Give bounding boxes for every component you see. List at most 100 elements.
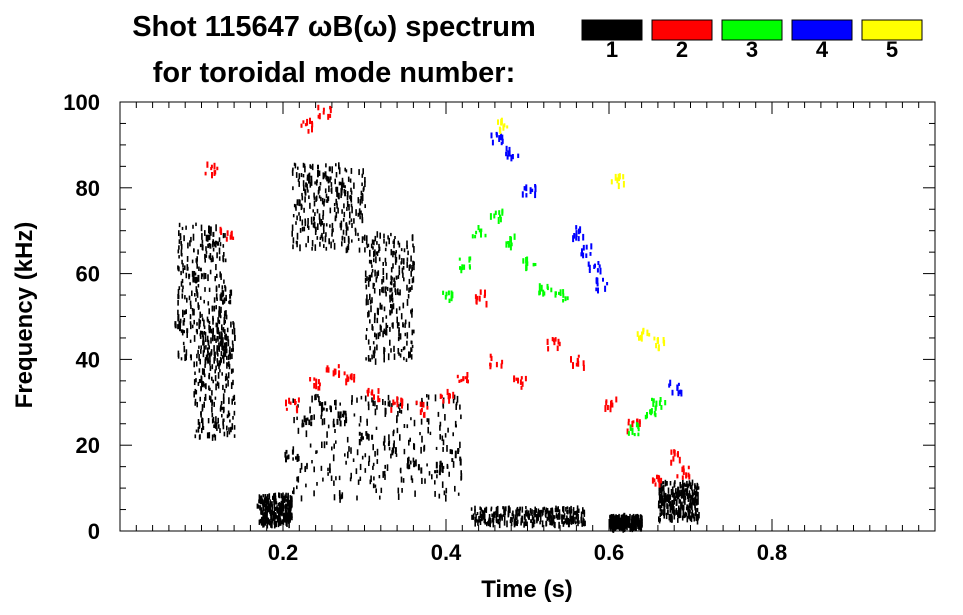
spectral-mark [182,285,184,290]
data-point-mark [387,442,390,447]
spectral-mark [697,514,699,521]
spectral-mark [350,187,352,192]
data-point-mark [562,299,565,303]
spectral-mark [562,506,564,512]
spectral-mark [264,521,267,526]
spectral-mark [368,259,371,264]
data-point-mark [337,364,340,369]
spectral-mark [232,343,234,349]
data-point-mark [562,293,565,298]
spectral-mark [530,512,532,516]
legend-label: 3 [746,37,758,62]
spectral-mark [293,487,295,495]
data-point [610,173,625,190]
data-point-mark [329,405,332,410]
data-point-mark [452,391,455,399]
spectral-mark [289,500,291,507]
data-point-mark [393,401,396,405]
data-point-mark [388,440,391,444]
spectral-mark [442,439,445,446]
spectral-mark [307,235,309,243]
spectral-mark [305,430,308,438]
spectral-mark [610,521,613,527]
spectral-mark [223,317,226,323]
data-point [644,405,657,420]
series-1-region [470,505,586,529]
spectral-mark [537,514,539,521]
spectral-mark [583,509,586,515]
spectral-mark [399,402,402,407]
data-point-mark [214,170,217,175]
spectral-mark [357,212,360,217]
spectral-mark [265,505,267,511]
data-point-mark [220,292,223,296]
data-point-mark [420,407,423,413]
spectral-mark [691,501,694,505]
data-point-mark [554,337,557,342]
data-point-mark [687,483,690,488]
spectral-mark [207,347,209,353]
spectral-mark [340,220,343,228]
spectral-mark [512,510,514,516]
spectral-mark [327,196,330,202]
spectral-mark [638,520,641,525]
spectral-mark [426,401,429,408]
spectral-mark [227,339,230,347]
data-point-mark [688,509,691,514]
spectral-mark [543,506,546,510]
series-3 [442,208,667,437]
spectral-mark [377,332,380,340]
data-point-mark [611,402,614,408]
spectral-mark [374,332,376,338]
spectral-mark [208,308,210,315]
data-point-mark [694,512,697,517]
data-point-mark [475,298,478,305]
spectral-mark [230,321,232,328]
spectral-mark [404,319,407,325]
spectral-mark [570,521,573,525]
spectral-mark [215,293,218,300]
spectral-mark [216,427,218,431]
spectral-mark [199,296,202,300]
data-point [660,492,675,507]
data-point-mark [479,289,482,295]
spectral-mark [478,518,480,523]
data-point-mark [206,161,209,168]
data-point-mark [222,293,225,297]
data-point-mark [651,477,654,484]
spectral-mark [203,368,205,376]
spectral-mark [392,263,394,269]
spectral-mark [500,513,502,518]
spectral-mark [679,507,682,513]
spectral-mark [316,450,318,454]
data-point-mark [577,360,580,367]
spectral-mark [276,507,279,514]
data-point-mark [419,401,422,407]
spectral-mark [570,505,572,511]
spectral-mark [344,185,346,189]
spectral-mark [525,506,527,510]
data-point-mark [682,468,685,475]
spectral-mark [376,241,378,245]
data-point-mark [297,455,300,462]
data-point-mark [288,397,291,404]
data-point-mark [284,451,287,458]
spectral-mark [180,243,183,250]
data-point-mark [263,500,266,506]
spectral-mark [277,521,280,528]
data-point-mark [459,266,461,270]
spectral-mark [289,505,291,509]
spectral-mark [288,508,290,515]
spectral-mark [410,255,412,262]
data-point-mark [658,400,661,406]
spectral-mark [349,211,351,219]
spectral-mark [412,457,415,463]
spectral-mark [400,409,403,414]
spectral-mark [233,394,236,401]
spectral-mark [269,499,272,506]
spectral-mark [328,185,330,193]
spectral-mark [477,519,479,526]
spectral-mark [182,313,184,318]
data-point-mark [528,513,530,520]
